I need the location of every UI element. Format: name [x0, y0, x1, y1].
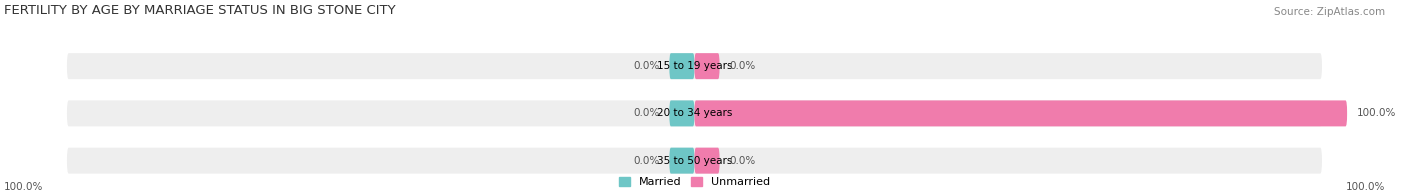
Text: 100.0%: 100.0% — [4, 182, 44, 192]
Text: Source: ZipAtlas.com: Source: ZipAtlas.com — [1274, 6, 1385, 16]
Text: 0.0%: 0.0% — [634, 61, 659, 71]
Text: FERTILITY BY AGE BY MARRIAGE STATUS IN BIG STONE CITY: FERTILITY BY AGE BY MARRIAGE STATUS IN B… — [4, 4, 396, 16]
FancyBboxPatch shape — [669, 53, 695, 79]
FancyBboxPatch shape — [67, 148, 1322, 174]
FancyBboxPatch shape — [67, 100, 1322, 126]
Text: 0.0%: 0.0% — [634, 156, 659, 166]
Text: 20 to 34 years: 20 to 34 years — [657, 108, 733, 118]
FancyBboxPatch shape — [695, 148, 720, 174]
Text: 0.0%: 0.0% — [728, 61, 755, 71]
Text: 0.0%: 0.0% — [634, 108, 659, 118]
FancyBboxPatch shape — [695, 53, 720, 79]
Text: 100.0%: 100.0% — [1346, 182, 1385, 192]
FancyBboxPatch shape — [669, 148, 695, 174]
Text: 35 to 50 years: 35 to 50 years — [657, 156, 733, 166]
Text: 100.0%: 100.0% — [1357, 108, 1396, 118]
Text: 0.0%: 0.0% — [728, 156, 755, 166]
Legend: Married, Unmarried: Married, Unmarried — [614, 173, 775, 192]
FancyBboxPatch shape — [669, 100, 695, 126]
FancyBboxPatch shape — [67, 53, 1322, 79]
FancyBboxPatch shape — [695, 100, 1347, 126]
Text: 15 to 19 years: 15 to 19 years — [657, 61, 733, 71]
